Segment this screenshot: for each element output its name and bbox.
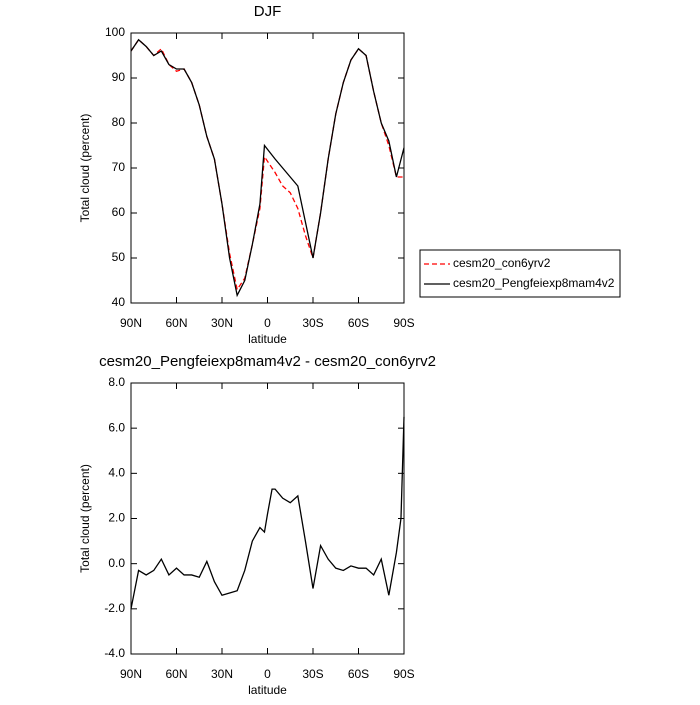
y-tick-label: 4.0 [108,466,125,480]
data-line [130,416,405,609]
y-tick-label: 100 [105,25,125,39]
x-tick-label: 90S [393,667,414,681]
plot-frame [130,382,405,655]
x-tick-label: 90S [393,316,414,330]
x-tick-label: 60N [165,667,187,681]
x-tick-label: 60S [348,316,369,330]
y-tick-label: 40 [112,295,126,309]
x-axis-label: latitude [248,683,287,697]
x-tick-label: 30N [211,316,233,330]
x-tick-label: 60N [165,316,187,330]
x-tick-label: 30S [302,667,323,681]
chart-title: cesm20_Pengfeiexp8mam4v2 - cesm20_con6yr… [99,353,436,370]
y-tick-label: -4.0 [104,646,125,660]
x-tick-label: 0 [264,316,271,330]
y-tick-label: 50 [112,250,126,264]
x-tick-label: 30S [302,316,323,330]
x-tick-label: 30N [211,667,233,681]
plot-frame [130,32,405,304]
x-axis-label: latitude [248,332,287,346]
y-tick-label: 60 [112,205,126,219]
y-tick-label: 0.0 [108,556,125,570]
legend-label: cesm20_Pengfeiexp8mam4v2 [453,276,615,290]
y-tick-label: 6.0 [108,420,125,434]
legend-label: cesm20_con6yrv2 [453,256,551,270]
y-tick-label: 8.0 [108,375,125,389]
y-tick-label: 2.0 [108,511,125,525]
x-tick-label: 90N [120,667,142,681]
y-axis-label: Total cloud (percent) [78,464,92,573]
data-line [130,38,404,292]
data-line [130,38,405,298]
y-tick-label: -2.0 [104,601,125,615]
x-tick-label: 90N [120,316,142,330]
y-tick-label: 80 [112,115,126,129]
x-tick-label: 0 [264,667,271,681]
x-tick-label: 60S [348,667,369,681]
y-axis-label: Total cloud (percent) [78,114,92,223]
chart-title: DJF [254,3,282,20]
y-tick-label: 90 [112,70,126,84]
y-tick-label: 70 [112,160,126,174]
legend-box [419,249,621,298]
